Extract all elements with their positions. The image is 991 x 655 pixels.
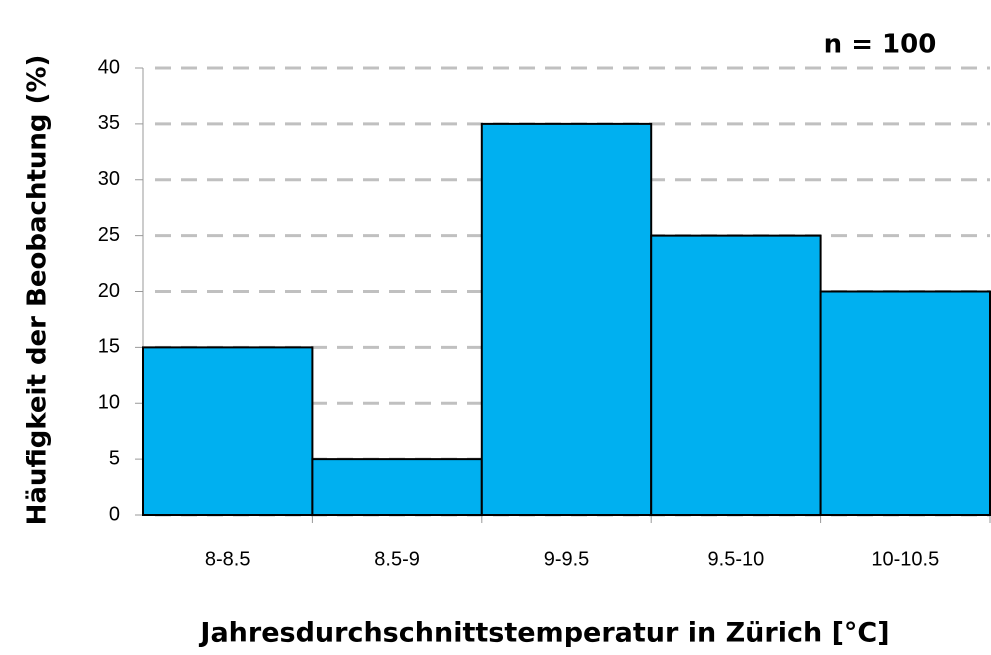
y-tick-label: 0	[109, 503, 120, 525]
y-tick-label: 25	[98, 224, 120, 246]
y-tick-label: 40	[98, 56, 120, 78]
bar	[650, 234, 822, 516]
y-tick-label: 35	[98, 112, 120, 134]
y-tick-label: 15	[98, 336, 120, 358]
x-tick-label: 8-8.5	[205, 548, 251, 570]
x-tick-label: 10-10.5	[871, 548, 939, 570]
y-axis-label: Häufigkeit der Beobachtung (%)	[23, 55, 53, 526]
y-tick-label: 30	[98, 168, 120, 190]
annotation: n = 100	[824, 30, 937, 60]
bar	[819, 290, 991, 516]
x-tick-label: 9.5-10	[708, 548, 765, 570]
y-tick-label: 5	[109, 447, 120, 469]
x-axis-label: Jahresdurchschnittstemperatur in Zürich …	[198, 618, 889, 649]
y-tick-label: 10	[98, 392, 120, 414]
bar	[480, 122, 653, 516]
y-tick-label: 20	[98, 280, 120, 302]
x-tick-label: 9-9.5	[544, 548, 590, 570]
x-tick-label: 8.5-9	[374, 548, 420, 570]
bar	[311, 458, 483, 516]
bar	[142, 346, 314, 516]
